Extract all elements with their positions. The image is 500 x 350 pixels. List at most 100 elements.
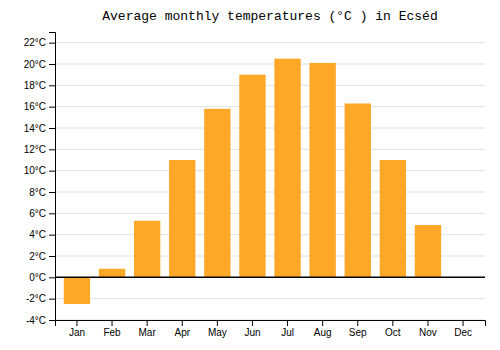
y-tick-label: 18°C	[24, 80, 46, 91]
x-tick-label: Jan	[69, 327, 85, 338]
y-tick-label: 6°C	[29, 208, 46, 219]
y-tick: 8°C	[29, 187, 55, 198]
y-tick: -4°C	[26, 315, 55, 326]
bar	[380, 160, 406, 277]
grid-line	[55, 106, 485, 107]
x-tick-mark	[463, 320, 464, 326]
y-tick-label: 12°C	[24, 144, 46, 155]
grid-line	[55, 85, 485, 86]
y-tick-mark	[49, 256, 55, 257]
x-tick-label: Mar	[139, 327, 157, 338]
grid-line	[55, 192, 485, 193]
x-tick: Apr	[174, 320, 190, 338]
x-tick-label: Sep	[349, 327, 367, 338]
x-tick: Aug	[314, 320, 332, 338]
bar	[64, 277, 90, 304]
y-tick: 16°C	[24, 101, 55, 112]
y-tick-mark	[49, 107, 55, 108]
x-tick-mark	[76, 320, 77, 326]
title: Average monthly temperatures (°C ) in Ec…	[102, 9, 437, 24]
x-tick: May	[208, 320, 227, 338]
y-tick-mark	[49, 128, 55, 129]
bar	[345, 103, 371, 277]
bar	[134, 221, 160, 278]
y-tick-mark	[49, 192, 55, 193]
x-tick: Oct	[385, 320, 401, 338]
chart: Average monthly temperatures (°C ) in Ec…	[0, 0, 500, 350]
y-tick-label: -2°C	[26, 293, 46, 304]
y-tick-label: 14°C	[24, 123, 46, 134]
y-tick-mark	[49, 149, 55, 150]
bar	[239, 75, 265, 278]
x-tick-label: Apr	[174, 327, 190, 338]
y-tick-mark	[49, 64, 55, 65]
bar	[99, 269, 125, 278]
x-tick-mark	[112, 320, 113, 326]
y-tick-mark	[49, 171, 55, 172]
grid-line	[55, 213, 485, 214]
x-tick-label: Jul	[281, 327, 294, 338]
y-tick-label: 8°C	[29, 187, 46, 198]
x-tick-mark	[287, 320, 288, 326]
y-tick-label: 20°C	[24, 59, 46, 70]
y-tick-label: -4°C	[26, 315, 46, 326]
x-tick-label: Feb	[103, 327, 121, 338]
grid-line	[55, 42, 485, 43]
x-axis-line	[56, 321, 486, 327]
x-tick-label: May	[208, 327, 227, 338]
grid-line	[55, 277, 485, 278]
x-tick: Feb	[103, 320, 121, 338]
y-tick-mark	[49, 299, 55, 300]
x-tick-mark	[322, 320, 323, 326]
grid-line	[55, 128, 485, 129]
x-tick-mark	[182, 320, 183, 326]
y-tick-label: 2°C	[29, 251, 46, 262]
x-tick-mark	[427, 320, 428, 326]
y-tick-label: 4°C	[29, 229, 46, 240]
x-tick-label: Oct	[385, 327, 401, 338]
y-tick-label: 22°C	[24, 37, 46, 48]
x-tick: Sep	[349, 320, 367, 338]
x-tick-label: Nov	[419, 327, 437, 338]
y-tick: -2°C	[26, 293, 55, 304]
bar	[415, 225, 441, 277]
bar	[274, 59, 300, 278]
x-tick: Jan	[69, 320, 85, 338]
grid-line	[55, 64, 485, 65]
chart-container: Average monthly temperatures (°C ) in Ec…	[0, 0, 500, 350]
zero-line	[55, 277, 485, 279]
grid-line	[55, 298, 485, 299]
bar	[204, 109, 230, 278]
x-axis: Jan Feb Mar Apr May Jun Jul Aug Sep Oct Nov Dec	[56, 320, 486, 338]
x-tick-mark	[357, 320, 358, 326]
y-tick-mark	[49, 320, 55, 321]
x-tick: Jul	[281, 320, 294, 338]
y-axis: -4°C-2°C0°C2°C4°C6°C8°C10°C12°C14°C16°C1…	[24, 33, 56, 326]
y-tick-mark	[49, 43, 55, 44]
y-tick: 4°C	[29, 229, 55, 240]
y-tick: 18°C	[24, 80, 55, 91]
marks	[55, 59, 485, 304]
x-tick-mark	[252, 320, 253, 326]
x-tick-mark	[392, 320, 393, 326]
x-tick: Jun	[244, 320, 260, 338]
bar	[309, 63, 335, 277]
y-tick: 20°C	[24, 59, 55, 70]
x-tick-mark	[217, 320, 218, 326]
x-tick-label: Jun	[244, 327, 260, 338]
y-tick-mark	[49, 85, 55, 86]
y-tick-label: 10°C	[24, 165, 46, 176]
y-tick: 22°C	[24, 37, 55, 48]
x-tick: Mar	[139, 320, 157, 338]
y-tick: 14°C	[24, 123, 55, 134]
y-tick: 10°C	[24, 165, 55, 176]
y-tick-mark	[49, 277, 55, 278]
x-tick-label: Dec	[454, 327, 472, 338]
bar	[169, 160, 195, 277]
plot: -4°C-2°C0°C2°C4°C6°C8°C10°C12°C14°C16°C1…	[24, 33, 486, 339]
y-tick: 12°C	[24, 144, 55, 155]
y-tick: 2°C	[29, 251, 55, 262]
x-tick-mark	[147, 320, 148, 326]
y-tick-label: 16°C	[24, 101, 46, 112]
y-tick-mark	[49, 235, 55, 236]
